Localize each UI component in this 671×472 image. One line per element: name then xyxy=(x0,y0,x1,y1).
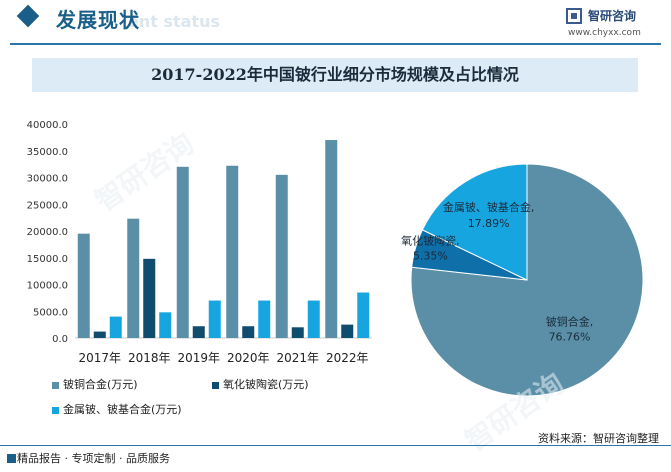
pie-label: 金属铍、铍基合金, xyxy=(443,200,535,214)
bar-3-2019年 xyxy=(208,300,221,338)
pie-label: 铍铜合金, xyxy=(546,315,594,329)
brand-url: www.chyxx.com xyxy=(568,28,641,38)
header-title: 发展现状 xyxy=(56,8,140,32)
footer-square-icon xyxy=(7,454,16,463)
bar-1-2021年 xyxy=(275,174,288,338)
data-source: 资料来源：智研咨询整理 xyxy=(538,432,659,445)
footer-tagline: 精品报告 · 专项定制 · 品质服务 xyxy=(17,452,170,465)
y-tick-label: 30000.0 xyxy=(27,174,68,185)
chart-title: 2017-2022年中国铍行业细分市场规模及占比情况 xyxy=(151,65,519,84)
brand-icon xyxy=(566,8,582,24)
bar-3-2021年 xyxy=(307,300,320,338)
bar-3-2022年 xyxy=(357,292,370,338)
bar-3-2018年 xyxy=(159,312,172,338)
legend-item-metal: 金属铍、铍基合金(万元) xyxy=(52,401,182,417)
y-tick-label: 20000.0 xyxy=(27,227,68,238)
y-tick-label: 40000.0 xyxy=(27,120,68,131)
bar-2-2021年 xyxy=(291,327,304,338)
bar-2-2020年 xyxy=(242,326,255,338)
pie-label: 氧化铍陶瓷, xyxy=(401,234,460,248)
chart-title-banner: 2017-2022年中国铍行业细分市场规模及占比情况 xyxy=(32,58,638,92)
header: ent status 发展现状 xyxy=(0,0,671,42)
header-rule xyxy=(10,43,661,45)
pie-value-label: 5.35% xyxy=(413,250,448,263)
pie-value-label: 76.76% xyxy=(549,331,591,344)
brand-logo: 智研咨询 www.chyxx.com xyxy=(566,6,666,40)
x-tick-label: 2019年 xyxy=(177,351,220,365)
y-tick-label: 0.0 xyxy=(52,334,68,345)
y-tick-label: 25000.0 xyxy=(27,200,68,211)
bar-2-2018年 xyxy=(143,258,156,338)
bar-1-2020年 xyxy=(226,165,239,338)
bar-3-2020年 xyxy=(258,300,271,338)
y-tick-label: 15000.0 xyxy=(27,254,68,265)
pie-value-label: 17.89% xyxy=(468,217,510,230)
x-tick-label: 2017年 xyxy=(78,351,121,365)
y-tick-label: 10000.0 xyxy=(27,281,68,292)
header-subtitle: ent status xyxy=(128,12,220,31)
y-tick-label: 5000.0 xyxy=(33,307,68,318)
legend-item-oxide: 氧化铍陶瓷(万元) xyxy=(212,376,309,392)
x-tick-label: 2018年 xyxy=(128,351,171,365)
legend-label: 金属铍、铍基合金(万元) xyxy=(63,403,182,416)
bar-2-2017年 xyxy=(93,331,106,338)
legend-label: 氧化铍陶瓷(万元) xyxy=(223,378,309,391)
bar-2-2022年 xyxy=(341,324,354,338)
bar-2-2019年 xyxy=(192,326,205,338)
footer: 精品报告 · 专项定制 · 品质服务 资料来源：智研咨询整理 xyxy=(0,432,671,472)
x-tick-label: 2022年 xyxy=(326,351,369,365)
x-tick-label: 2020年 xyxy=(227,351,270,365)
legend-label: 铍铜合金(万元) xyxy=(63,378,138,391)
bar-1-2018年 xyxy=(127,218,140,338)
bar-1-2022年 xyxy=(325,140,338,338)
legend-item-copper: 铍铜合金(万元) xyxy=(52,376,138,392)
legend-swatch xyxy=(212,381,219,389)
pie-slice-3 xyxy=(421,163,528,281)
bar-1-2019年 xyxy=(176,166,189,338)
bar-1-2017年 xyxy=(77,233,90,338)
legend-swatch xyxy=(52,406,59,414)
brand-name: 智研咨询 xyxy=(588,9,637,23)
bar-3-2017年 xyxy=(109,316,122,338)
y-tick-label: 35000.0 xyxy=(27,147,68,158)
x-tick-label: 2021年 xyxy=(276,351,319,365)
legend-swatch xyxy=(52,381,59,389)
